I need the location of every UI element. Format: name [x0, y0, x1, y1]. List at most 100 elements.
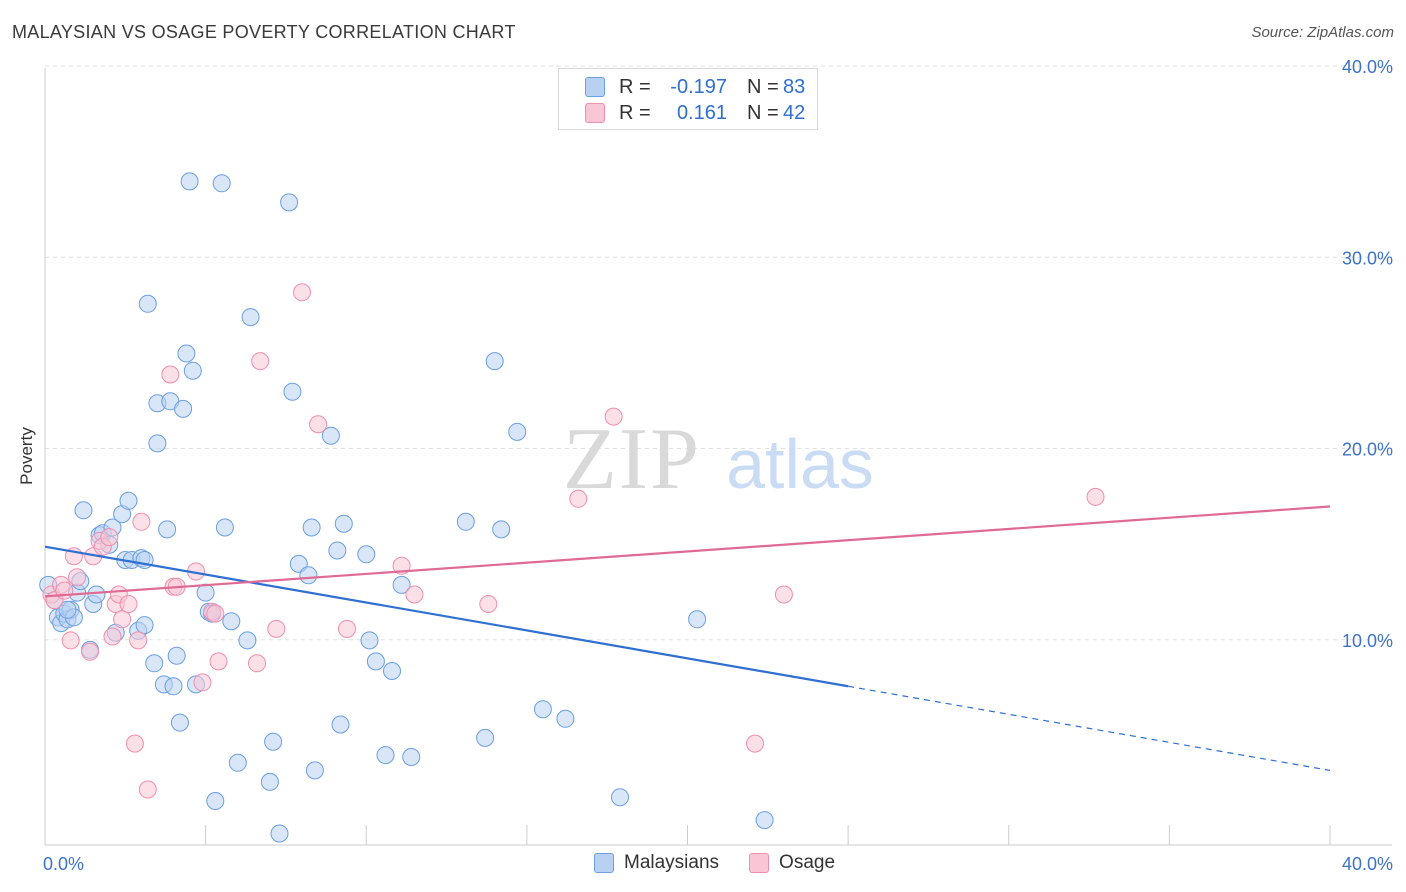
malaysians-point: [180, 172, 199, 191]
osage-point: [113, 610, 132, 629]
r-label: R =: [619, 75, 651, 98]
osage-point: [103, 627, 122, 646]
osage-point: [479, 595, 498, 613]
malaysians-point: [228, 753, 247, 772]
malaysians-trend-line: [44, 545, 849, 688]
malaysians-point: [260, 772, 279, 791]
osage-point: [309, 415, 328, 434]
x-tick-label: 40.0%: [1342, 854, 1393, 874]
osage-point: [125, 734, 144, 753]
malaysians-point: [299, 566, 318, 585]
osage-point: [81, 642, 99, 661]
osage-point: [267, 619, 286, 638]
malaysians-point: [321, 426, 340, 445]
malaysians-point: [138, 294, 157, 313]
malaysians-trend-extension: [848, 685, 1331, 772]
malaysians-point: [215, 518, 234, 537]
osage-point: [774, 585, 793, 604]
malaysians-point: [167, 646, 186, 665]
malaysians-point: [383, 662, 401, 680]
malaysians-point: [264, 732, 283, 751]
malaysians-point: [87, 585, 106, 604]
osage-trend-line: [44, 505, 1331, 598]
malaysians-point: [485, 352, 504, 371]
series-legend: Malaysians Osage: [594, 852, 865, 874]
malaysians-point: [183, 361, 202, 380]
osage-point: [119, 595, 138, 613]
osage-point: [338, 619, 356, 638]
r-value: 0.161: [676, 101, 727, 124]
osage-point: [569, 489, 588, 508]
malaysians-point: [456, 512, 475, 531]
legend-item-malaysians: Malaysians: [594, 852, 719, 874]
osage-point: [61, 631, 80, 650]
n-value: 42: [783, 101, 806, 124]
malaysians-swatch: [594, 853, 614, 873]
malaysians-point: [270, 824, 289, 843]
osage-point: [161, 365, 180, 384]
malaysians-point: [170, 713, 189, 732]
n-value: 83: [783, 75, 806, 98]
malaysians-point: [533, 700, 552, 719]
osage-point: [138, 780, 157, 799]
malaysians-point: [174, 399, 193, 418]
malaysians-point: [688, 610, 707, 629]
legend-row-osage: R = 0.161 N = 42: [585, 101, 805, 125]
x-tick-label: 0.0%: [43, 854, 84, 874]
malaysians-swatch: [585, 77, 605, 97]
n-label: N =: [747, 75, 779, 98]
malaysians-point: [135, 616, 154, 635]
malaysians-point: [357, 545, 376, 564]
osage-point: [1086, 487, 1105, 506]
malaysians-point: [164, 677, 183, 696]
malaysians-point: [366, 652, 385, 671]
malaysians-point: [241, 308, 260, 327]
malaysians-point: [280, 193, 299, 212]
malaysians-point: [148, 434, 167, 453]
y-tick-label: 20.0%: [1342, 440, 1393, 460]
y-tick-label: 10.0%: [1342, 631, 1393, 651]
malaysians-point: [755, 811, 774, 830]
osage-point: [193, 673, 212, 692]
malaysians-point: [58, 600, 77, 619]
osage-swatch: [585, 103, 605, 123]
malaysians-point: [158, 520, 177, 539]
malaysians-point: [119, 491, 138, 510]
osage-point: [100, 528, 119, 547]
osage-point: [129, 631, 148, 650]
malaysians-point: [508, 422, 527, 441]
osage-point: [206, 604, 225, 623]
osage-point: [209, 652, 228, 671]
axes: [44, 68, 1392, 846]
legend-label-malaysians: Malaysians: [624, 852, 720, 873]
malaysians-point: [328, 541, 347, 560]
osage-point: [132, 512, 151, 531]
trend-lines: [44, 505, 1331, 772]
malaysians-point: [177, 344, 196, 363]
y-tick-label: 30.0%: [1342, 248, 1393, 268]
malaysians-point: [402, 748, 421, 766]
osage-point: [293, 283, 311, 302]
malaysians-point: [74, 501, 93, 520]
malaysians-point: [611, 788, 629, 807]
malaysians-point: [476, 728, 495, 747]
osage-point: [251, 352, 270, 371]
malaysians-point: [331, 715, 350, 734]
malaysians-point: [283, 382, 302, 401]
osage-point: [248, 654, 266, 673]
osage-point: [746, 734, 764, 753]
r-label: R =: [619, 101, 651, 124]
malaysians-point: [145, 654, 164, 673]
watermark: ZIP atlas: [563, 411, 874, 508]
legend-label-osage: Osage: [779, 852, 836, 873]
malaysians-point: [238, 631, 257, 650]
malaysians-point: [360, 631, 379, 650]
osage-point: [55, 581, 74, 600]
osage-swatch: [749, 853, 770, 873]
malaysians-point: [376, 746, 395, 765]
grid-lines: [45, 65, 1392, 641]
osage-point: [604, 407, 623, 426]
n-label: N =: [747, 101, 779, 124]
source-label: Source: ZipAtlas.com: [1251, 24, 1394, 41]
